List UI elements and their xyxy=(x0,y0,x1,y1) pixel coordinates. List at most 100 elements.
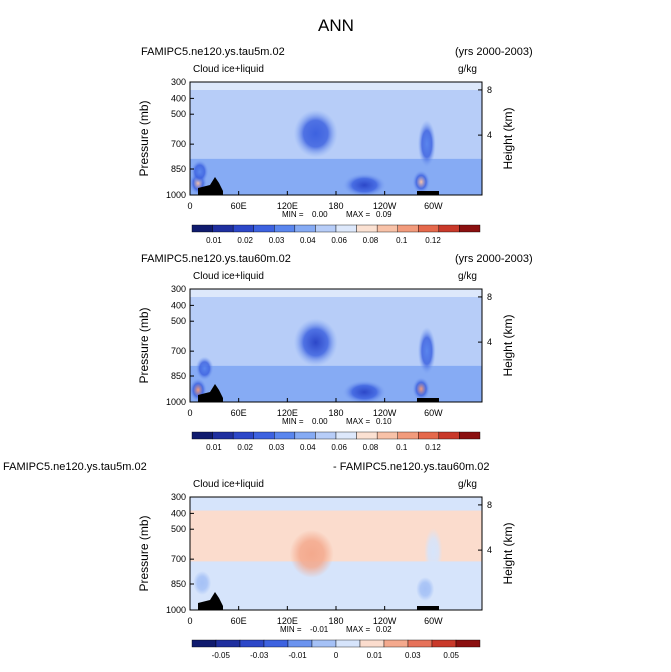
y-tick-label: 700 xyxy=(171,554,186,564)
panel-1-units-label: g/kg xyxy=(458,64,477,75)
y-tick-label: 400 xyxy=(171,93,186,103)
data-feature xyxy=(342,173,387,195)
x-tick-label: 60E xyxy=(231,408,247,418)
colorbar-segment xyxy=(431,639,457,648)
y-tick-label: 500 xyxy=(171,109,186,119)
panel-3-plot: 0 60E 120E 180 120W 60W300400500700850100084P… xyxy=(137,492,515,660)
colorbar-label: 0.12 xyxy=(425,443,441,452)
data-feature xyxy=(289,529,334,578)
cloud-layer xyxy=(190,297,482,402)
y-axis-label: Pressure (mb) xyxy=(137,515,151,591)
data-feature xyxy=(417,119,436,168)
y-right-tick-label: 4 xyxy=(487,130,492,140)
data-feature xyxy=(412,169,431,194)
colorbar-segment xyxy=(215,639,241,648)
colorbar-segment xyxy=(438,224,460,233)
panel-1-title-right: (yrs 2000-2003) xyxy=(455,46,533,58)
data-feature xyxy=(293,109,338,158)
y-tick-label: 300 xyxy=(171,492,186,502)
panel-2-variable-label: Cloud ice+liquid xyxy=(193,271,264,282)
panel-3-max-label: MAX = xyxy=(346,625,371,634)
panel-1-title-left: FAMIPC5.ne120.ys.tau5m.02 xyxy=(141,46,285,58)
data-feature xyxy=(190,171,208,195)
terrain-andes xyxy=(417,191,439,195)
colorbar-segment xyxy=(253,224,275,233)
panel-2-max-value: 0.10 xyxy=(376,417,392,426)
x-tick-label: 0 xyxy=(187,616,192,626)
colorbar-label: 0 xyxy=(334,651,339,660)
panel-3-max-value: 0.02 xyxy=(376,625,392,634)
data-feature xyxy=(417,326,436,375)
colorbar-segment xyxy=(356,224,378,233)
colorbar-segment xyxy=(383,639,409,648)
colorbar-segment xyxy=(459,224,481,233)
data-feature xyxy=(293,318,338,367)
y-tick-label: 850 xyxy=(171,371,186,381)
colorbar-label: 0.02 xyxy=(237,443,253,452)
y-tick-label: 850 xyxy=(171,164,186,174)
colorbar-segment xyxy=(315,224,337,233)
colorbar-label: 0.02 xyxy=(237,236,253,245)
colorbar-label: 0.01 xyxy=(367,651,383,660)
colorbar-segment xyxy=(335,639,361,648)
colorbar-segment xyxy=(274,431,296,440)
colorbar-segment xyxy=(356,431,378,440)
colorbar-segment xyxy=(263,639,289,648)
y-tick-label: 500 xyxy=(171,524,186,534)
colorbar-segment xyxy=(274,224,296,233)
y-tick-label: 300 xyxy=(171,77,186,87)
y-tick-label: 400 xyxy=(171,300,186,310)
y-tick-label: 500 xyxy=(171,316,186,326)
data-feature xyxy=(193,570,212,595)
y-right-axis-label: Height (km) xyxy=(501,522,515,584)
panel-1-min-label: MIN = xyxy=(282,210,304,219)
y-tick-label: 1000 xyxy=(166,190,186,200)
plot-frame xyxy=(189,81,483,196)
data-feature xyxy=(424,528,443,577)
data-feature xyxy=(190,159,209,184)
colorbar-label: 0.01 xyxy=(206,443,222,452)
low-cloud-layer xyxy=(190,158,482,195)
data-feature xyxy=(416,577,435,602)
plot-frame xyxy=(189,288,483,403)
x-tick-label: 60W xyxy=(424,201,443,211)
colorbar-label: 0.06 xyxy=(331,443,347,452)
colorbar-segment xyxy=(232,431,254,440)
panel-1-min-value: 0.00 xyxy=(312,210,328,219)
colorbar-segment xyxy=(397,224,419,233)
y-right-axis-label: Height (km) xyxy=(501,314,515,376)
data-feature xyxy=(190,378,208,402)
colorbar-segment xyxy=(455,639,481,648)
colorbar-segment xyxy=(311,639,337,648)
colorbar-segment xyxy=(335,431,357,440)
x-tick-label: 60E xyxy=(231,616,247,626)
y-right-tick-label: 4 xyxy=(487,337,492,347)
colorbar-segment xyxy=(294,224,316,233)
background-fill xyxy=(190,289,482,402)
colorbar-label: 0.1 xyxy=(396,443,408,452)
colorbar-segment xyxy=(212,431,234,440)
panel-2-max-label: MAX = xyxy=(346,417,371,426)
x-tick-label: 60E xyxy=(231,201,247,211)
x-tick-label: 180 xyxy=(328,201,343,211)
panel-3-min-value: -0.01 xyxy=(310,625,329,634)
colorbar-segment xyxy=(418,431,440,440)
colorbar-label: 0.08 xyxy=(363,443,379,452)
colorbar-label: 0.12 xyxy=(425,236,441,245)
panel-2-title-left: FAMIPC5.ne120.ys.tau60m.02 xyxy=(141,253,291,265)
colorbar-segment xyxy=(253,431,275,440)
colorbar-segment xyxy=(294,431,316,440)
colorbar-segment xyxy=(359,639,385,648)
y-right-tick-label: 8 xyxy=(487,292,492,302)
positive-band xyxy=(190,510,482,562)
panel-2-units-label: g/kg xyxy=(458,271,477,282)
colorbar-label: -0.05 xyxy=(212,651,231,660)
colorbar-segment xyxy=(212,224,234,233)
colorbar-segment xyxy=(418,224,440,233)
panel-1-max-value: 0.09 xyxy=(376,210,392,219)
panel-3-title-right: - FAMIPC5.ne120.ys.tau60m.02 xyxy=(333,461,490,473)
data-feature xyxy=(342,380,387,402)
panel-2-min-label: MIN = xyxy=(282,417,304,426)
panel-3-field xyxy=(190,497,482,610)
terrain-africa xyxy=(198,384,223,402)
